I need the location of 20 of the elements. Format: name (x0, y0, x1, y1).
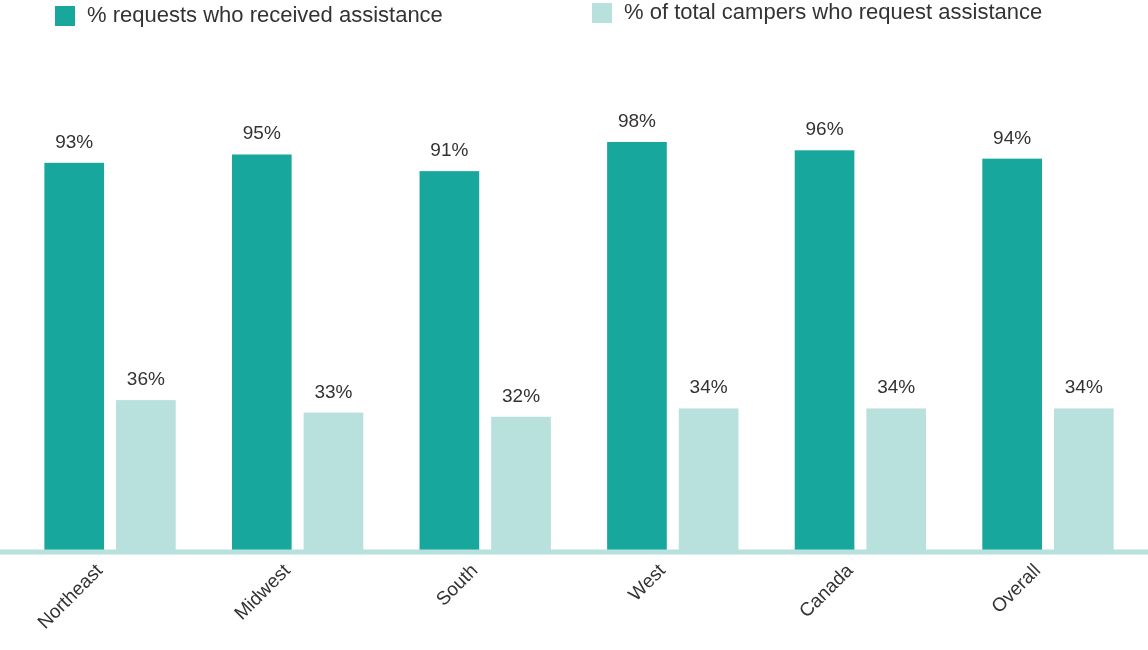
data-label: 98% (617, 110, 657, 131)
data-label: 34% (877, 376, 916, 398)
data-label: 34% (1064, 376, 1103, 398)
legend-label: % of total campers who request assistance (624, 0, 1043, 24)
data-label: 93% (55, 130, 94, 152)
data-label: 36% (126, 368, 165, 390)
bar (44, 162, 105, 550)
bar (607, 142, 667, 550)
data-label: 96% (805, 118, 844, 140)
data-label: 34% (689, 376, 728, 398)
bar (982, 158, 1042, 550)
data-label: 33% (314, 380, 353, 402)
bar (231, 154, 292, 550)
bar (794, 150, 855, 550)
data-label: 95% (242, 122, 281, 144)
data-label: 32% (502, 384, 541, 406)
data-label: 91% (430, 139, 469, 161)
legend-label: % requests who received assistance (87, 1, 443, 27)
data-label: 94% (993, 126, 1032, 148)
bar (419, 171, 480, 550)
